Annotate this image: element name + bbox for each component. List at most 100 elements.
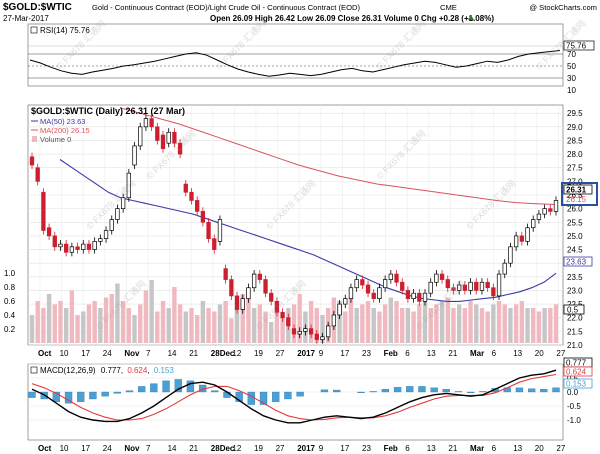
candle-body [206, 221, 211, 239]
volume-bar [371, 308, 376, 343]
x-label: 13 [513, 349, 522, 358]
macd-hist-bar [296, 391, 304, 397]
x-label: 17 [340, 444, 349, 453]
x-label: 19 [254, 349, 263, 358]
ma50-label: MA(50) 23.63 [40, 117, 85, 126]
rsi-level-10: 10 [567, 86, 576, 95]
volume-tick-label: 0.2 [4, 325, 16, 334]
x-label: 21 [448, 444, 457, 453]
volume-bar [149, 280, 154, 343]
volume-bar [172, 287, 177, 343]
volume-bar [52, 304, 57, 343]
volume-bar [177, 304, 183, 343]
candle-body [200, 211, 206, 223]
volume-bar [138, 304, 143, 343]
macd-histogram [28, 379, 560, 405]
ma200-label: MA(200) 26.15 [40, 126, 90, 135]
volume-bar [468, 301, 473, 343]
candle-body [143, 118, 149, 128]
volume-bar [58, 301, 63, 343]
macd-hist-bar [101, 391, 109, 397]
volume-bar [189, 308, 194, 343]
x-label: Mar [470, 444, 484, 453]
candle-body [195, 200, 200, 212]
macd-tag-2 [563, 366, 593, 377]
volume-bar [360, 304, 365, 343]
volume-bar [388, 297, 394, 343]
x-label: 10 [60, 444, 69, 453]
candle-body [331, 314, 337, 327]
volume-bar [513, 304, 519, 343]
candle-body [183, 183, 188, 193]
macd-legend-text: MACD(12,26,9) 0.777, 0.624, 0.153 [40, 366, 174, 375]
candle-body [428, 281, 433, 294]
macd-hist-bar [320, 389, 329, 393]
chart-exchange: CME [440, 3, 457, 12]
macd-panel: MACD(12,26,9) 0.777, 0.624, 0.153 1.00.5… [27, 357, 593, 441]
volume-bar [234, 301, 240, 343]
volume-bar [223, 301, 228, 343]
macd-hist-bar [430, 387, 438, 393]
candle-body [513, 235, 519, 248]
candle-body [308, 328, 314, 335]
macd-hist-bar [357, 391, 365, 393]
volume-bar [519, 301, 525, 343]
candle-body [92, 241, 97, 250]
candle-body [422, 292, 428, 302]
volume-bar [297, 294, 302, 343]
x-label: 2017 [297, 349, 315, 358]
macd-hist-bar [174, 379, 182, 393]
ma200-tag-value: 26.15 [566, 195, 587, 204]
volume-label: Volume 0 [40, 135, 71, 144]
x-label: 28Dec [211, 349, 235, 358]
volume-bar [194, 315, 200, 343]
volume-bar [348, 290, 354, 343]
volume-bar [422, 301, 428, 343]
macd-hist-bar [333, 389, 341, 393]
macd-hist-bar [272, 391, 280, 402]
candle-body [274, 301, 280, 313]
volume-bar [229, 318, 234, 343]
volume-bar [343, 311, 348, 343]
macd-hist-bar [393, 387, 402, 393]
price-tick-label: 27.0 [567, 177, 583, 186]
volume-bar [166, 308, 171, 343]
volume-bar [240, 294, 245, 343]
candle-body [303, 328, 308, 332]
candle-body [348, 287, 354, 299]
x-label: 21 [189, 349, 198, 358]
x-label: 20 [535, 444, 544, 453]
volume-bar [251, 308, 257, 343]
candle-body [29, 156, 35, 166]
x-label: 6 [492, 444, 497, 453]
x-label: 27 [556, 444, 565, 453]
x-label: 23 [362, 444, 371, 453]
candle-body [360, 279, 365, 286]
last-price-box [561, 182, 598, 206]
candle-body [177, 142, 183, 155]
candle-body [98, 238, 103, 242]
candle-body [229, 279, 234, 297]
candle-body [502, 262, 507, 275]
macd-label-signal: 0.624 [127, 366, 148, 375]
macd-hist-bar [454, 391, 463, 393]
candle-body [548, 208, 553, 212]
candle-body [280, 311, 285, 319]
x-label: 14 [168, 444, 177, 453]
price-tick-label: 23.5 [567, 273, 583, 282]
rsi-level-30: 30 [567, 74, 576, 83]
watermark-stockcharts: @ StockCharts.com [529, 3, 597, 12]
price-tick-label: 28.5 [567, 136, 583, 145]
candle-body [115, 208, 120, 220]
candle-body [365, 284, 371, 294]
candle-body [120, 197, 126, 209]
macd-hist-bar [138, 386, 146, 393]
volume-bar [81, 311, 86, 343]
macd-label-sep1: , [121, 366, 123, 375]
volume-bars [29, 280, 559, 343]
volume-bar [246, 297, 251, 343]
candle-body [542, 208, 547, 215]
price-tick-label: 29.5 [567, 109, 583, 118]
volume-bar [280, 315, 285, 343]
